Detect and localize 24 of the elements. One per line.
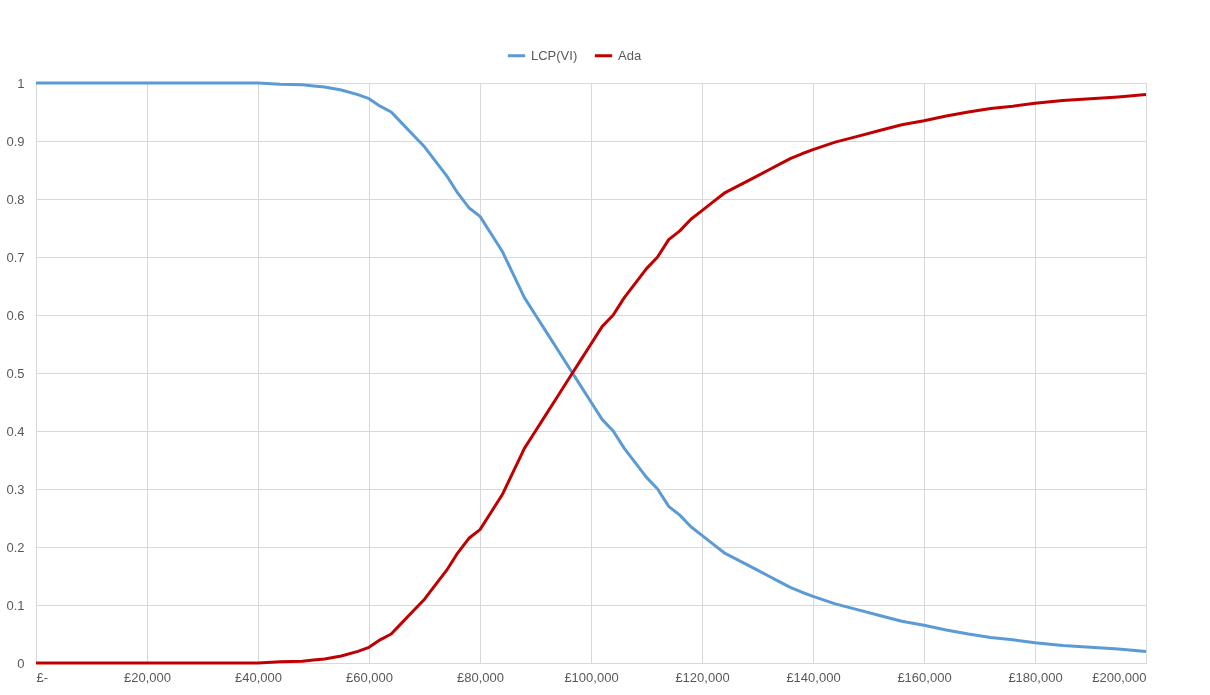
y-tick-label: 0.4 bbox=[6, 423, 25, 439]
x-tick-label: £160,000 bbox=[897, 669, 952, 685]
y-tick-label: 0.2 bbox=[6, 539, 25, 555]
x-tick-label: £180,000 bbox=[1008, 669, 1063, 685]
y-tick-label: 0.3 bbox=[6, 481, 25, 497]
y-tick-label: 0.7 bbox=[6, 249, 25, 265]
y-tick-label: 0.5 bbox=[6, 365, 25, 381]
x-tick-label: £20,000 bbox=[124, 669, 171, 685]
x-tick-label: £120,000 bbox=[675, 669, 730, 685]
y-tick-label: 0.1 bbox=[6, 597, 25, 613]
y-tick-label: 0.8 bbox=[6, 191, 25, 207]
x-tick-label: £60,000 bbox=[346, 669, 393, 685]
x-tick-label: £200,000 bbox=[1092, 669, 1147, 685]
y-tick-label: 0 bbox=[17, 655, 25, 671]
x-tick-label: £80,000 bbox=[457, 669, 504, 685]
legend-label: Ada bbox=[618, 47, 642, 63]
y-tick-label: 0.6 bbox=[6, 307, 25, 323]
x-tick-label: £140,000 bbox=[786, 669, 841, 685]
x-tick-label: £100,000 bbox=[564, 669, 619, 685]
y-tick-label: 0.9 bbox=[6, 133, 25, 149]
x-tick-label: £- bbox=[36, 669, 49, 685]
y-tick-label: 1 bbox=[17, 75, 25, 91]
legend-label: LCP(VI) bbox=[531, 47, 578, 63]
x-tick-label: £40,000 bbox=[235, 669, 282, 685]
